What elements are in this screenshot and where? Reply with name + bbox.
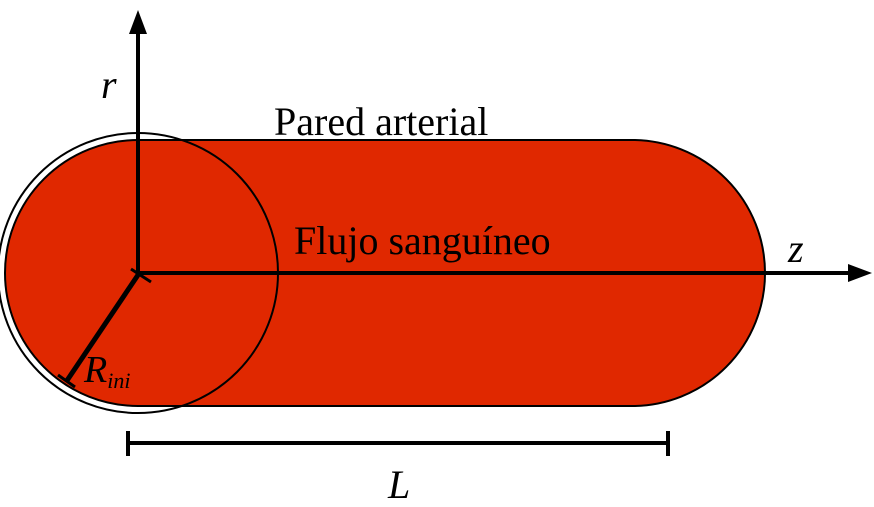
radius-label-subscript: ini: [107, 368, 130, 393]
radius-label-main: R: [83, 349, 107, 391]
z-axis-label: z: [787, 226, 804, 271]
z-axis-arrowhead: [848, 264, 872, 282]
flow-label: Flujo sanguíneo: [294, 218, 551, 263]
wall-label: Pared arterial: [274, 99, 488, 144]
radius-tick-end: [57, 373, 76, 389]
radius-tick-center: [130, 267, 152, 284]
radius-line: [63, 270, 143, 384]
r-axis-label: r: [101, 62, 117, 107]
radius-label: Rini: [83, 349, 130, 393]
length-label: L: [387, 462, 410, 502]
r-axis-arrowhead: [129, 10, 147, 34]
